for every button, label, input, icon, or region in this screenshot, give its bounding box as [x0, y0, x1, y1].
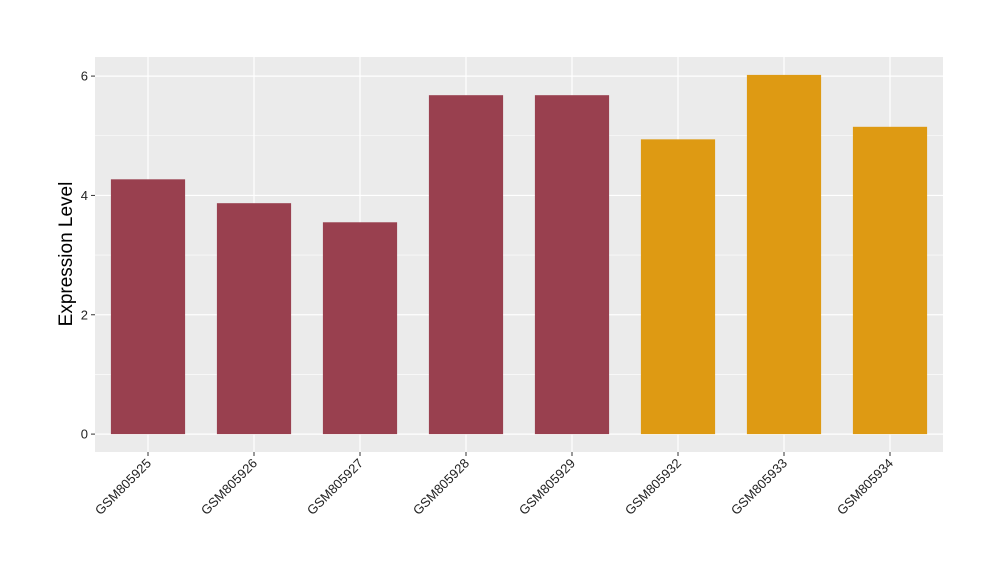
y-tick-label: 2 — [81, 307, 88, 322]
bar-gsm805929 — [534, 95, 610, 435]
bar-gsm805927 — [322, 222, 398, 435]
x-tick-label: GSM805933 — [728, 456, 790, 518]
y-tick-label: 4 — [81, 188, 88, 203]
y-tick-label: 6 — [81, 69, 88, 84]
x-axis: GSM805925 GSM805926 GSM805927 GSM805928 GSM8… — [92, 452, 896, 518]
bar-gsm805928 — [428, 95, 504, 435]
x-tick-label: GSM805928 — [410, 456, 472, 518]
x-tick-label: GSM805932 — [622, 456, 684, 518]
bars — [110, 74, 928, 435]
bar-gsm805933 — [746, 74, 822, 435]
x-tick-label: GSM805934 — [834, 456, 896, 518]
y-axis-title: Expression Level — [56, 182, 77, 327]
y-tick-label: 0 — [81, 427, 88, 442]
bar-gsm805932 — [640, 139, 716, 435]
x-tick-label: GSM805929 — [516, 456, 578, 518]
x-tick-label: GSM805926 — [198, 456, 260, 518]
bar-gsm805926 — [216, 203, 292, 435]
bar-gsm805934 — [852, 126, 928, 435]
bar-gsm805925 — [110, 179, 186, 435]
y-axis: 0 2 4 6 — [81, 69, 95, 442]
x-tick-label: GSM805927 — [304, 456, 366, 518]
x-tick-label: GSM805925 — [92, 456, 154, 518]
